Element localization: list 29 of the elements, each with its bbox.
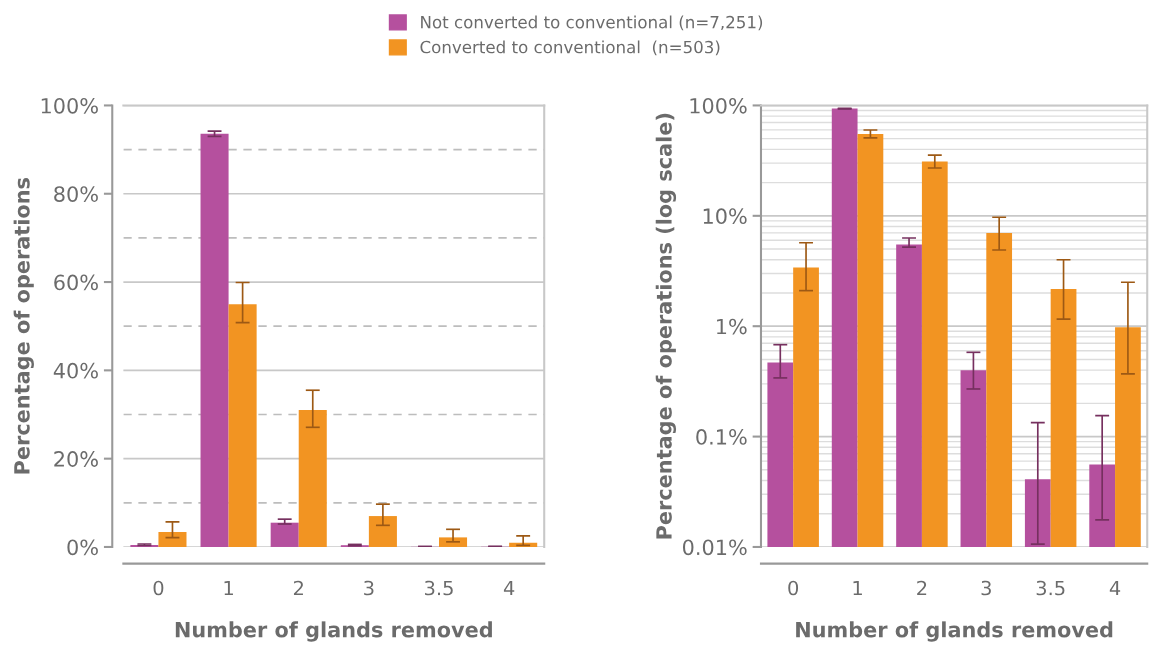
y-tick-label: 0.1% [696,429,747,445]
legend-label: Not converted to conventional (n=7,251) [421,15,763,31]
x-axis-title: Number of glands removed [796,621,1113,642]
y-axis-title: Percentage of operations (log scale) [655,113,677,539]
y-tick-label: 100% [41,97,98,114]
x-axis-title: Number of glands removed [175,621,492,642]
x-tick-label: 4 [503,580,515,596]
y-tick-label: 20% [54,451,98,467]
x-tick-label: 2 [293,580,303,596]
legend-label: Converted to conventional (n=503) [420,40,720,56]
y-tick-label: 0% [67,539,98,556]
y-tick-label: 1% [717,318,747,335]
x-tick-label: 3.5 [1036,580,1065,596]
x-tick-label: 1 [853,580,862,596]
y-tick-label: 100% [690,97,747,114]
x-tick-label: 3.5 [425,580,453,596]
x-tick-label: 3 [364,580,374,596]
y-tick-label: 60% [54,274,98,291]
x-tick-label: 4 [1109,580,1121,596]
y-axis-title: Percentage of operations [13,178,34,474]
x-tick-label: 0 [153,580,164,596]
y-tick-label: 80% [54,186,98,202]
x-tick-label: 0 [788,580,799,596]
x-tick-label: 2 [917,580,927,596]
y-tick-label: 0.01% [682,539,747,556]
y-tick-label: 40% [53,362,98,379]
x-tick-label: 1 [224,580,233,596]
y-tick-label: 10% [703,208,747,225]
x-tick-label: 3 [981,580,991,596]
